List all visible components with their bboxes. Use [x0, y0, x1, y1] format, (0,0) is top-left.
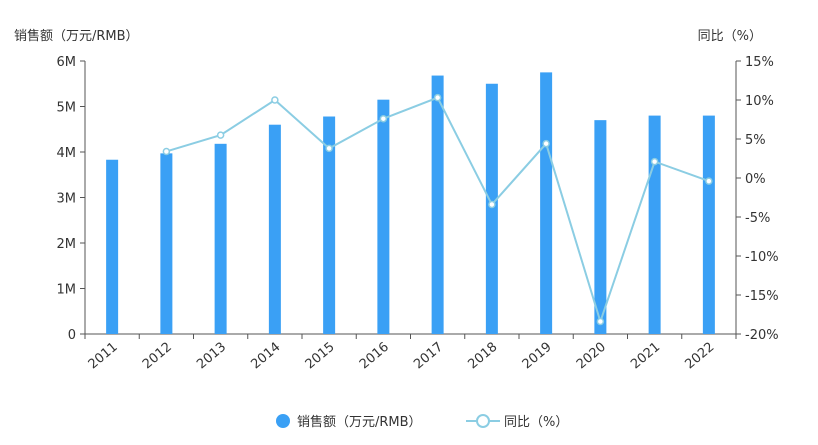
right-axis-title: 同比（%）: [698, 29, 762, 44]
bar-2018[interactable]: [485, 83, 498, 334]
x-tick-label: 2014: [248, 340, 283, 373]
line-series: [162, 93, 713, 326]
x-tick-label: 2022: [682, 340, 717, 373]
bar-2013[interactable]: [214, 143, 227, 334]
yoy-point-2018[interactable]: [488, 200, 496, 209]
left-tick-label: 0: [68, 328, 76, 343]
right-tick-label: 5%: [745, 133, 766, 148]
bar-2014[interactable]: [268, 124, 281, 334]
left-tick-label: 4M: [57, 146, 77, 161]
right-tick-label: -5%: [745, 211, 770, 226]
yoy-point-2012[interactable]: [162, 147, 171, 156]
x-tick-label: 2019: [520, 340, 555, 373]
x-tick-label: 2012: [140, 340, 175, 373]
yoy-point-2016[interactable]: [379, 114, 388, 123]
x-tick-label: 2017: [411, 340, 446, 373]
bar-2020[interactable]: [594, 120, 607, 335]
x-tick-labels: 2011 2012 2013 2014 2015 2016 2017 2018 2019 2020…: [86, 340, 718, 373]
left-tick-label: 5M: [57, 101, 77, 116]
x-tick-label: 2015: [303, 340, 338, 373]
left-tick-label: 6M: [57, 55, 77, 70]
legend-bar-marker[interactable]: [276, 414, 290, 428]
legend-bar-label[interactable]: 销售额（万元/RMB）: [297, 414, 422, 430]
left-tick-label: 3M: [57, 192, 77, 207]
bar-2021[interactable]: [648, 115, 661, 334]
bar-2017[interactable]: [431, 75, 444, 334]
bar-2012[interactable]: [160, 153, 173, 334]
yoy-point-2022[interactable]: [705, 177, 713, 185]
bar-2016[interactable]: [377, 99, 390, 334]
right-tick-label: 10%: [745, 94, 774, 109]
x-tick-label: 2021: [628, 340, 663, 373]
x-tick-label: 2011: [86, 340, 121, 373]
right-tick-label: 15%: [745, 55, 774, 70]
right-tick-label: -15%: [745, 289, 779, 304]
right-tick-label: 0%: [745, 172, 766, 187]
left-axis-title: 销售额（万元/RMB）: [14, 28, 139, 44]
yoy-point-2017[interactable]: [433, 93, 442, 102]
x-tick-label: 2020: [574, 340, 609, 373]
yoy-point-2021[interactable]: [650, 157, 659, 166]
left-tick-label: 2M: [57, 237, 77, 252]
legend-line-marker-dot[interactable]: [476, 414, 490, 428]
yoy-point-2014[interactable]: [271, 96, 279, 104]
yoy-point-2015[interactable]: [325, 144, 333, 153]
bar-series: [106, 72, 715, 335]
yoy-point-2019[interactable]: [542, 139, 550, 148]
bar-2022[interactable]: [702, 115, 715, 334]
legend-line-label[interactable]: 同比（%）: [504, 415, 568, 430]
yoy-point-2013[interactable]: [216, 131, 225, 139]
x-tick-label: 2013: [194, 340, 229, 373]
axes: 0 1M 2M 3M 4M 5M 6M -20% -15% -10% -5% 0% 5% 10% 15%: [57, 55, 779, 343]
bar-2019[interactable]: [540, 72, 553, 334]
right-tick-label: -10%: [745, 250, 779, 265]
x-tick-label: 2018: [465, 340, 500, 373]
bar-2015[interactable]: [323, 116, 336, 334]
legend[interactable]: 销售额（万元/RMB） 同比（%）: [276, 414, 568, 430]
left-tick-label: 1M: [57, 283, 77, 298]
x-tick-label: 2016: [357, 340, 392, 373]
yoy-point-2020[interactable]: [596, 317, 605, 326]
right-tick-label: -20%: [745, 328, 779, 343]
bar-2011[interactable]: [106, 159, 119, 334]
